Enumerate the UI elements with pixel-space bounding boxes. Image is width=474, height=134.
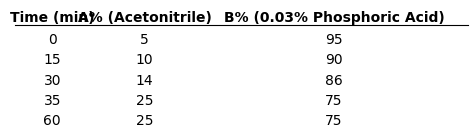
Text: 35: 35 [44,94,61,108]
Text: 25: 25 [136,114,153,128]
Text: 95: 95 [325,33,343,47]
Text: 86: 86 [325,74,343,88]
Text: 30: 30 [44,74,61,88]
Text: 90: 90 [325,53,343,67]
Text: 60: 60 [44,114,61,128]
Text: 0: 0 [48,33,56,47]
Text: 75: 75 [325,94,343,108]
Text: 14: 14 [136,74,154,88]
Text: 25: 25 [136,94,153,108]
Text: 10: 10 [136,53,154,67]
Text: B% (0.03% Phosphoric Acid): B% (0.03% Phosphoric Acid) [224,11,444,25]
Text: A% (Acetonitrile): A% (Acetonitrile) [78,11,211,25]
Text: 15: 15 [44,53,61,67]
Text: 5: 5 [140,33,149,47]
Text: 75: 75 [325,114,343,128]
Text: Time (min): Time (min) [10,11,94,25]
